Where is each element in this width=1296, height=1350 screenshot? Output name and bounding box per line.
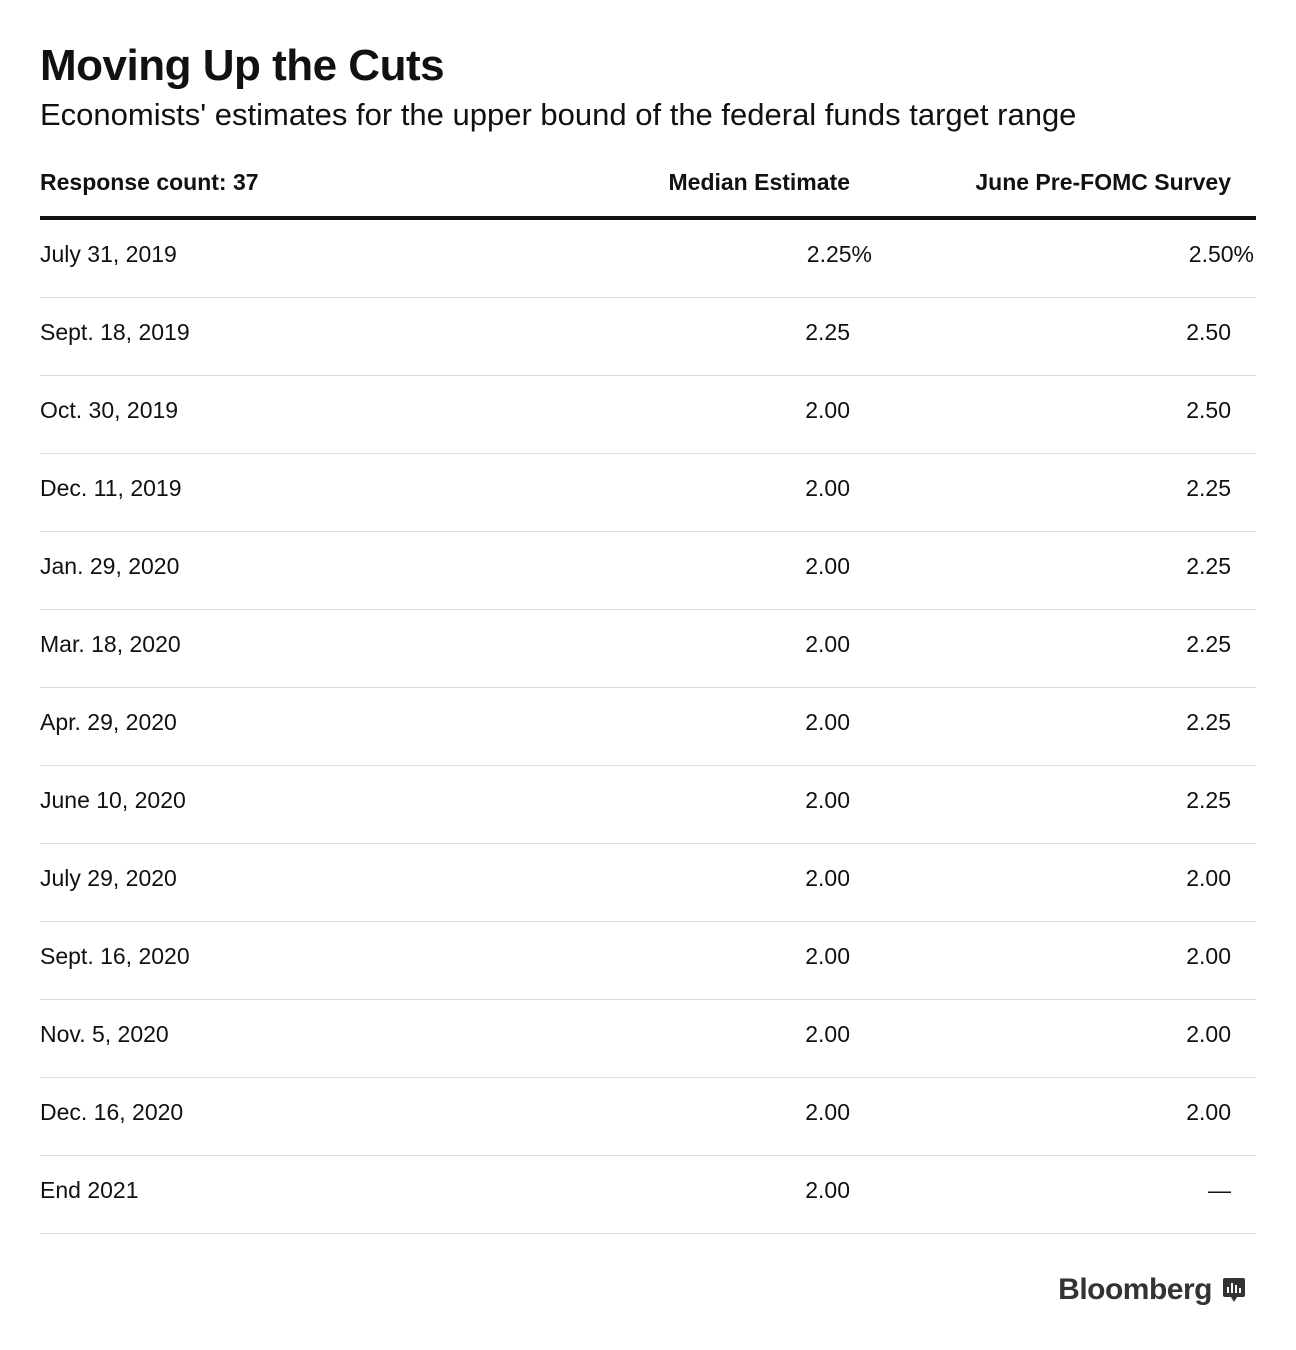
row-date: Jan. 29, 2020 bbox=[40, 553, 180, 579]
header-median-estimate: Median Estimate bbox=[668, 169, 851, 195]
table-row: Dec. 16, 2020 2.00 2.00 bbox=[40, 1078, 1256, 1156]
row-median-estimate: 2.00 bbox=[805, 1177, 850, 1203]
row-date: Oct. 30, 2019 bbox=[40, 397, 179, 423]
table-row: Nov. 5, 2020 2.00 2.00 bbox=[40, 1000, 1256, 1078]
table-row: End 2021 2.00 — bbox=[40, 1156, 1256, 1234]
row-june-survey: 2.25 bbox=[1186, 787, 1231, 813]
row-june-survey: 2.25 bbox=[1186, 709, 1231, 735]
header-response-count: Response count: 37 bbox=[40, 169, 259, 195]
row-date: Sept. 16, 2020 bbox=[40, 943, 190, 969]
table-row: Apr. 29, 2020 2.00 2.25 bbox=[40, 688, 1256, 766]
row-date: Nov. 5, 2020 bbox=[40, 1021, 169, 1047]
row-date: July 31, 2019 bbox=[40, 241, 177, 267]
row-date: Dec. 16, 2020 bbox=[40, 1099, 184, 1125]
row-june-survey: 2.50 bbox=[1186, 319, 1231, 345]
row-june-survey: 2.50% bbox=[1188, 241, 1254, 267]
row-median-estimate: 2.00 bbox=[805, 1021, 850, 1047]
row-june-survey: 2.00 bbox=[1186, 865, 1231, 891]
estimates-table: Response count: 37 Median Estimate June … bbox=[40, 150, 1256, 1234]
chart-subtitle: Economists' estimates for the upper boun… bbox=[40, 97, 1077, 132]
bloomberg-chart-icon bbox=[1223, 1278, 1245, 1302]
table-header: Response count: 37 Median Estimate June … bbox=[40, 150, 1256, 220]
logo-text: Bloomberg bbox=[1058, 1273, 1212, 1306]
row-date: Apr. 29, 2020 bbox=[40, 709, 177, 735]
row-june-survey: 2.00 bbox=[1186, 943, 1231, 969]
row-june-survey: 2.25 bbox=[1186, 475, 1231, 501]
row-median-estimate: 2.00 bbox=[805, 709, 850, 735]
bloomberg-logo: Bloomberg bbox=[1058, 1273, 1246, 1307]
row-date: Mar. 18, 2020 bbox=[40, 631, 181, 657]
row-date: July 29, 2020 bbox=[40, 865, 177, 891]
row-date: June 10, 2020 bbox=[40, 787, 186, 813]
table-row: July 31, 2019 2.25% 2.50% bbox=[40, 220, 1256, 298]
row-median-estimate: 2.00 bbox=[805, 397, 850, 423]
row-median-estimate: 2.00 bbox=[805, 553, 850, 579]
table-body: July 31, 2019 2.25% 2.50% Sept. 18, 2019 2.2… bbox=[40, 220, 1256, 1234]
table-row: Mar. 18, 2020 2.00 2.25 bbox=[40, 610, 1256, 688]
table-row: Sept. 16, 2020 2.00 2.00 bbox=[40, 922, 1256, 1000]
row-date: Dec. 11, 2019 bbox=[40, 475, 182, 501]
row-median-estimate: 2.00 bbox=[805, 475, 850, 501]
chart-title: Moving Up the Cuts bbox=[40, 41, 445, 90]
table-row: July 29, 2020 2.00 2.00 bbox=[40, 844, 1256, 922]
row-median-estimate: 2.25% bbox=[806, 241, 872, 267]
row-june-survey: 2.50 bbox=[1186, 397, 1231, 423]
row-median-estimate: 2.00 bbox=[805, 1099, 850, 1125]
row-june-survey: 2.00 bbox=[1186, 1099, 1231, 1125]
row-median-estimate: 2.00 bbox=[805, 787, 850, 813]
row-median-estimate: 2.00 bbox=[805, 943, 850, 969]
table-row: Oct. 30, 2019 2.00 2.50 bbox=[40, 376, 1256, 454]
row-median-estimate: 2.25 bbox=[805, 319, 850, 345]
row-june-survey: 2.25 bbox=[1186, 553, 1231, 579]
table-row: June 10, 2020 2.00 2.25 bbox=[40, 766, 1256, 844]
row-date: Sept. 18, 2019 bbox=[40, 319, 190, 345]
row-june-survey: 2.25 bbox=[1186, 631, 1231, 657]
table-row: Sept. 18, 2019 2.25 2.50 bbox=[40, 298, 1256, 376]
table-row: Dec. 11, 2019 2.00 2.25 bbox=[40, 454, 1256, 532]
row-june-survey: — bbox=[1208, 1177, 1231, 1203]
header-june-survey: June Pre-FOMC Survey bbox=[975, 169, 1231, 195]
row-median-estimate: 2.00 bbox=[805, 631, 850, 657]
table-row: Jan. 29, 2020 2.00 2.25 bbox=[40, 532, 1256, 610]
row-june-survey: 2.00 bbox=[1186, 1021, 1231, 1047]
row-date: End 2021 bbox=[40, 1177, 139, 1203]
row-median-estimate: 2.00 bbox=[805, 865, 850, 891]
